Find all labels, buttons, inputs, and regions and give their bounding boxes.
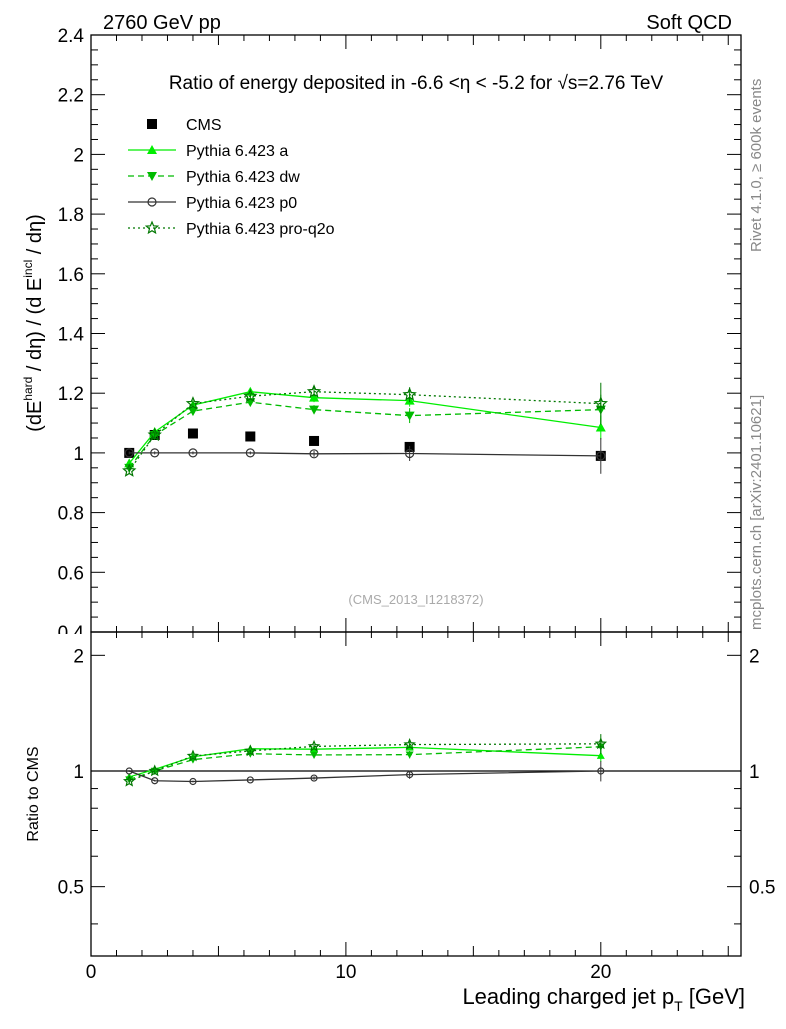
series-a-ratio-point (596, 751, 605, 759)
series-p0-ratio-point (151, 777, 159, 785)
series-p0-ratio-point (406, 771, 414, 779)
series-p0-ratio-point (125, 767, 133, 775)
series-p0-point (309, 449, 319, 459)
series-p0-line (129, 452, 601, 457)
y-tick-label: 0.8 (58, 504, 84, 525)
series-a-point (309, 392, 320, 402)
series-p0-point (124, 448, 134, 458)
series-q2o-point (306, 384, 322, 398)
legend-entry-q2o: Pythia 6.423 pro-q2o (128, 220, 335, 238)
legend-marker-p0 (147, 197, 157, 207)
series-q2o-point (402, 387, 417, 401)
label-mask (40, 634, 90, 648)
legend-entry-a: Pythia 6.423 a (128, 143, 288, 160)
analysis-watermark: (CMS_2013_I1218372) (348, 592, 483, 607)
series-dw-ratio-point (405, 751, 414, 759)
rivet-label: Rivet 4.1.0, ≥ 600k events (748, 79, 765, 252)
series-p0-ratio-point (310, 774, 318, 782)
legend-entry-p0: Pythia 6.423 p0 (128, 195, 297, 212)
series-q2o-ratio-point (594, 737, 608, 750)
ratio-y-tick-label-right: 0.5 (749, 878, 775, 899)
series-q2o-point (243, 388, 258, 403)
ratio-y-axis-label: Ratio to CMS (25, 746, 42, 841)
series-q2o-ratio-point (307, 739, 321, 752)
legend-label-dw: Pythia 6.423 dw (186, 169, 300, 186)
series-dw-point (309, 405, 320, 415)
series-p0-point (245, 448, 255, 458)
series-dw-point (187, 407, 198, 417)
mcplots-label: mcplots.cern.ch [arXiv:2401.10621] (748, 395, 765, 630)
y-tick-label: 1.4 (58, 325, 85, 346)
series-dw-ratio-point (310, 751, 319, 759)
series-p0-ratio-point (597, 767, 605, 775)
legend-marker-a (147, 145, 157, 154)
y-tick-label: 1 (73, 444, 84, 465)
y-tick-label: 1.8 (58, 205, 84, 226)
ratio-plot-frame (90, 631, 742, 957)
x-axis-label: Leading charged jet pT [GeV] (462, 984, 745, 1014)
y-tick-label: 0.6 (58, 563, 84, 584)
series-a-ratio-point (246, 744, 255, 753)
series-p0-point (596, 451, 606, 461)
series-p0-point (150, 448, 160, 458)
x-tick-label: 0 (86, 962, 97, 983)
header-left: 2760 GeV pp (103, 12, 221, 34)
y-tick-label: 2.2 (58, 86, 84, 107)
y-tick-label: 2 (73, 145, 84, 166)
series-cms-point (309, 435, 320, 446)
series-q2o-ratio-point (403, 738, 416, 750)
series-dw-ratio-line (129, 746, 601, 781)
x-tick-label: 20 (590, 962, 611, 983)
y-tick-label: 2.4 (58, 26, 85, 47)
header-right: Soft QCD (646, 12, 732, 34)
series-p0-ratio-point (189, 777, 197, 786)
ratio-y-tick-label-right: 1 (749, 762, 760, 783)
legend-label-p0: Pythia 6.423 p0 (186, 195, 297, 212)
series-q2o-ratio-point (244, 744, 257, 757)
legend-label-a: Pythia 6.423 a (186, 143, 288, 160)
series-q2o-ratio-point (148, 764, 161, 777)
legend-marker-q2o (144, 220, 160, 235)
series-cms-point (245, 431, 256, 442)
y-axis-label: (dEhard / dη) / (d Eincl / dη) (21, 214, 46, 432)
series-q2o-point (185, 396, 201, 410)
series-dw-point (404, 411, 415, 421)
series-p0-point (188, 448, 198, 458)
legend-entry-dw: Pythia 6.423 dw (128, 169, 300, 186)
legend-label-cms: CMS (186, 117, 222, 134)
series-p0-ratio-line (129, 770, 601, 783)
x-tick-label: 10 (335, 962, 356, 983)
series-cms-point (187, 428, 198, 439)
y-tick-label: 1.6 (58, 265, 84, 286)
ratio-y-tick-label: 1 (73, 762, 84, 783)
series-a-point (595, 422, 606, 432)
series-q2o-ratio-point (122, 774, 136, 787)
ratio-y-tick-label: 2 (73, 646, 84, 667)
ratio-y-tick-label-right: 2 (749, 646, 760, 667)
series-q2o-point (122, 463, 137, 477)
chart-title: Ratio of energy deposited in -6.6 <η < -… (169, 73, 664, 94)
legend-label-q2o: Pythia 6.423 pro-q2o (186, 221, 335, 238)
series-q2o-point (147, 427, 162, 442)
series-q2o-point (593, 396, 608, 410)
y-tick-label: 1.2 (58, 384, 84, 405)
ratio-y-tick-label: 0.5 (58, 878, 84, 899)
series-p0-ratio-point (246, 776, 254, 784)
legend-entry-cms: CMS (147, 117, 222, 134)
legend-marker-cms (147, 119, 157, 129)
series-q2o-ratio-point (186, 749, 200, 762)
legend-marker-dw (147, 172, 157, 181)
series-p0-point (405, 448, 415, 459)
series-dw-line (128, 401, 601, 469)
